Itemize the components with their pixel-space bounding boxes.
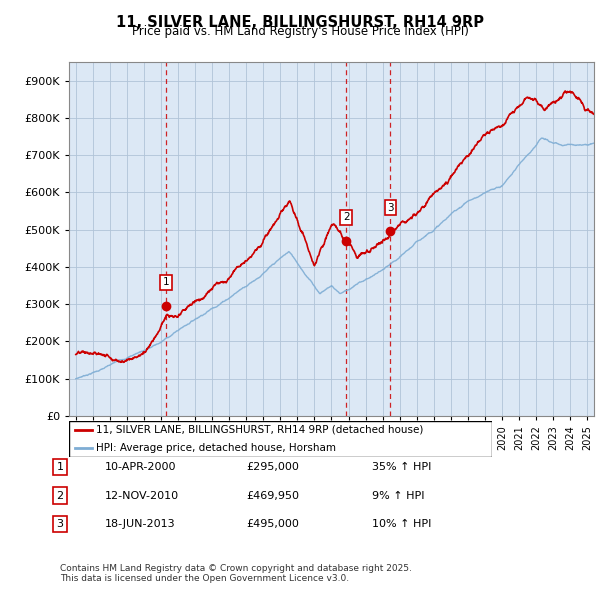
- Text: 10% ↑ HPI: 10% ↑ HPI: [372, 519, 431, 529]
- Text: 12-NOV-2010: 12-NOV-2010: [105, 491, 179, 500]
- Text: 2: 2: [343, 212, 350, 222]
- Text: 11, SILVER LANE, BILLINGSHURST, RH14 9RP: 11, SILVER LANE, BILLINGSHURST, RH14 9RP: [116, 15, 484, 30]
- Text: £295,000: £295,000: [246, 463, 299, 472]
- Text: £469,950: £469,950: [246, 491, 299, 500]
- Text: 1: 1: [56, 463, 64, 472]
- Text: 18-JUN-2013: 18-JUN-2013: [105, 519, 176, 529]
- Text: 9% ↑ HPI: 9% ↑ HPI: [372, 491, 425, 500]
- FancyBboxPatch shape: [70, 421, 491, 457]
- Text: 1: 1: [163, 277, 169, 287]
- Text: 10-APR-2000: 10-APR-2000: [105, 463, 176, 472]
- Text: £495,000: £495,000: [246, 519, 299, 529]
- Text: 35% ↑ HPI: 35% ↑ HPI: [372, 463, 431, 472]
- Text: 3: 3: [56, 519, 64, 529]
- Text: 11, SILVER LANE, BILLINGSHURST, RH14 9RP (detached house): 11, SILVER LANE, BILLINGSHURST, RH14 9RP…: [97, 425, 424, 435]
- Text: HPI: Average price, detached house, Horsham: HPI: Average price, detached house, Hors…: [97, 443, 337, 453]
- Text: 2: 2: [56, 491, 64, 500]
- Text: Price paid vs. HM Land Registry's House Price Index (HPI): Price paid vs. HM Land Registry's House …: [131, 25, 469, 38]
- Text: Contains HM Land Registry data © Crown copyright and database right 2025.
This d: Contains HM Land Registry data © Crown c…: [60, 563, 412, 583]
- Text: 3: 3: [387, 203, 394, 213]
